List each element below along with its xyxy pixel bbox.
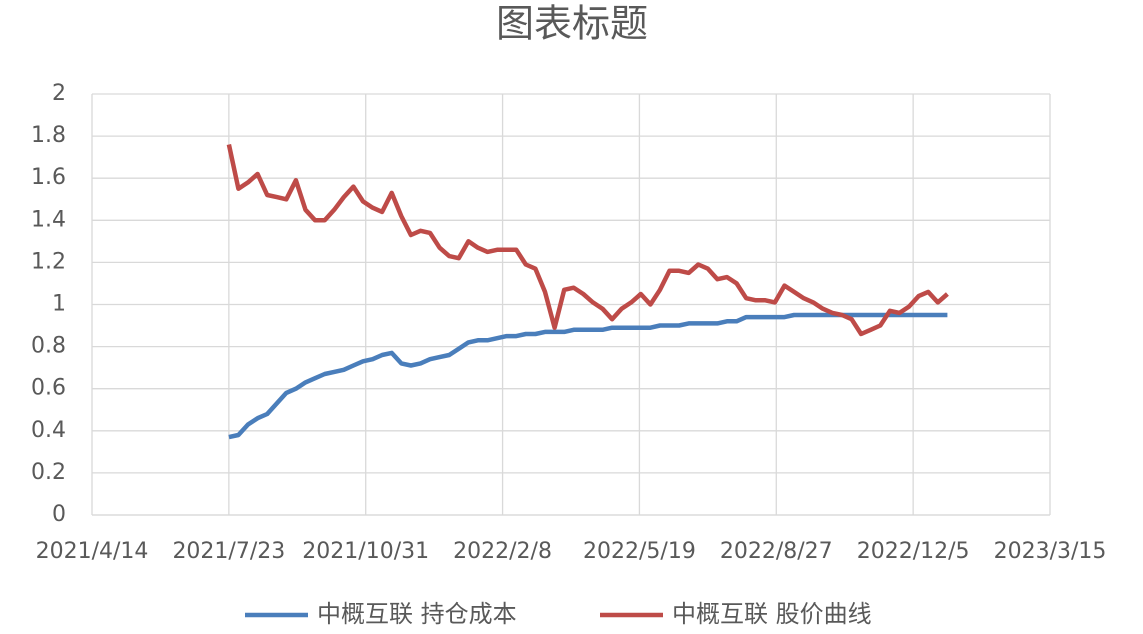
x-tick-label: 2021/10/31 bbox=[302, 539, 429, 564]
x-tick-label: 2022/12/5 bbox=[857, 539, 970, 564]
x-tick-label: 2022/2/8 bbox=[453, 539, 552, 564]
legend-label: 中概互联 股价曲线 bbox=[672, 600, 872, 628]
chart-title: 图表标题 bbox=[496, 2, 648, 46]
y-tick-label: 1.4 bbox=[31, 207, 66, 232]
series-line bbox=[228, 312, 948, 440]
x-tick-label: 2021/4/14 bbox=[36, 539, 149, 564]
legend-item: 中概互联 股价曲线 bbox=[600, 600, 872, 628]
y-tick-label: 0.8 bbox=[31, 334, 66, 359]
y-tick-label: 0.4 bbox=[31, 418, 66, 443]
y-tick-label: 0.6 bbox=[31, 376, 66, 401]
y-tick-label: 0 bbox=[52, 502, 66, 527]
y-tick-label: 2 bbox=[52, 81, 66, 106]
y-tick-label: 1.8 bbox=[31, 123, 66, 148]
y-tick-label: 1.6 bbox=[31, 165, 66, 190]
x-tick-label: 2023/3/15 bbox=[994, 539, 1107, 564]
y-tick-label: 1.2 bbox=[31, 249, 66, 274]
x-tick-label: 2022/5/19 bbox=[583, 539, 696, 564]
x-tick-label: 2021/7/23 bbox=[172, 539, 285, 564]
x-tick-label: 2022/8/27 bbox=[720, 539, 833, 564]
series-line bbox=[226, 144, 949, 337]
legend-label: 中概互联 持仓成本 bbox=[317, 600, 517, 628]
legend-item: 中概互联 持仓成本 bbox=[245, 600, 517, 628]
y-tick-label: 0.2 bbox=[31, 460, 66, 485]
y-tick-label: 1 bbox=[52, 292, 66, 317]
